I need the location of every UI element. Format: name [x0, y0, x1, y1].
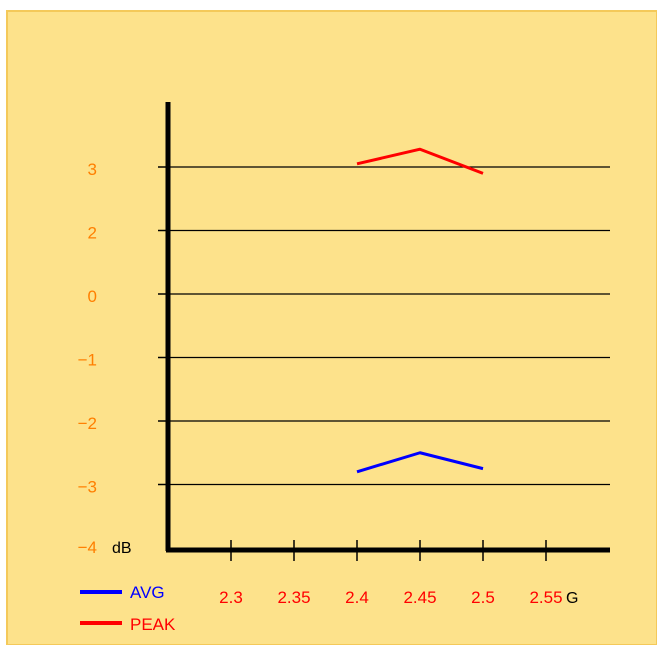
x-tick-label: 2.4	[345, 588, 369, 607]
chart-background	[6, 10, 657, 645]
legend-label-peak: PEAK	[130, 615, 176, 634]
y-tick-label: −2	[78, 414, 97, 433]
y-tick-label: 3	[88, 160, 97, 179]
x-axis-ticks: 2.3 2.35 2.4 2.45 2.5 2.55	[219, 540, 563, 607]
x-tick-label: 2.45	[403, 588, 436, 607]
x-tick-label: 2.55	[529, 588, 562, 607]
grid-lines	[168, 166, 610, 486]
legend: AVG PEAK	[80, 583, 176, 634]
x-tick-label: 2.3	[219, 588, 243, 607]
y-tick-label: 0	[88, 287, 97, 306]
y-tick-label: −4	[78, 538, 97, 557]
legend-label-avg: AVG	[130, 583, 165, 602]
y-axis-ticks: 3 2 0 −1 −2 −3 −4	[78, 160, 168, 557]
x-unit-label: G	[566, 590, 578, 607]
x-tick-label: 2.5	[471, 588, 495, 607]
y-tick-label: −3	[78, 478, 97, 497]
y-tick-label: −1	[78, 351, 97, 370]
series-line-peak	[356, 147, 484, 175]
series-lines	[356, 147, 484, 474]
x-tick-label: 2.35	[277, 588, 310, 607]
y-tick-label: 2	[88, 224, 97, 243]
y-unit-label: dB	[112, 540, 132, 557]
series-line-avg	[356, 451, 484, 474]
